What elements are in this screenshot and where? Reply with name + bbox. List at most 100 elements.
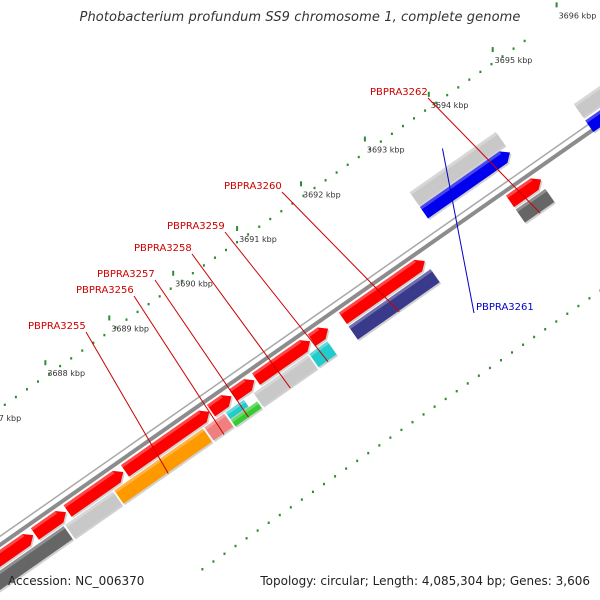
feature-highlight xyxy=(0,533,25,554)
feature-highlight xyxy=(515,188,547,212)
cds-red-2 xyxy=(30,510,68,542)
tick-dot xyxy=(444,397,447,401)
leader-line xyxy=(281,191,400,313)
tick-dot xyxy=(356,459,359,463)
feature-highlight xyxy=(229,379,246,392)
tick-dot xyxy=(245,537,248,540)
cds-blue-right xyxy=(585,110,600,134)
gene-label-text: PBPRA3257 xyxy=(97,269,155,280)
feature-body xyxy=(0,533,34,567)
leader-line xyxy=(85,331,169,474)
scale-tick-label: 3691 kbp xyxy=(239,235,277,244)
tick-dot xyxy=(533,335,536,339)
tick-dot xyxy=(280,210,283,213)
tick-dot xyxy=(59,364,62,368)
cds-navy-pbpra3260 xyxy=(348,269,442,342)
gene-label-text: PBPRA3256 xyxy=(76,285,134,296)
feature-highlight xyxy=(63,470,115,508)
tick-dot xyxy=(302,194,305,197)
feature-body xyxy=(65,491,122,539)
tick-dot xyxy=(512,47,515,50)
scale-tick-label: 3694 kbp xyxy=(431,101,469,110)
feature-body xyxy=(114,428,212,504)
tick-dot xyxy=(457,86,460,89)
tick-dot xyxy=(180,279,183,283)
feature-body xyxy=(307,327,329,346)
cds-red-7 xyxy=(251,340,312,387)
feature-highlight xyxy=(114,428,205,493)
tick-dot xyxy=(289,506,292,509)
feature-body xyxy=(419,151,510,219)
tick-dot xyxy=(490,62,493,66)
tick-dot xyxy=(324,179,327,182)
cds-red-1 xyxy=(0,533,35,570)
tick-dot xyxy=(501,55,504,58)
feature-highlight xyxy=(307,327,320,337)
tick-dot xyxy=(455,389,458,393)
scale-tick-label: 3690 kbp xyxy=(175,280,213,289)
tick-dot xyxy=(70,357,73,360)
tick-dot xyxy=(191,271,194,275)
gene-label-pbpra3262: PBPRA3262 xyxy=(370,87,541,214)
tick-dot xyxy=(577,304,580,308)
feature-highlight xyxy=(573,85,600,107)
tick-dot xyxy=(81,349,84,352)
feature-body xyxy=(309,341,337,368)
feature-body xyxy=(229,379,255,401)
scale-tick xyxy=(491,47,494,53)
tick-dot xyxy=(37,380,40,383)
tick-dot xyxy=(334,475,337,478)
feature-body xyxy=(251,340,311,385)
scale-tick-label: 3695 kbp xyxy=(495,56,533,65)
scale-tick-label: 3687 kbp xyxy=(0,414,21,423)
backbone-line-inner xyxy=(0,115,600,538)
tick-dot xyxy=(511,351,514,354)
tick-dot xyxy=(25,388,28,391)
scale-tick-label: 3696 kbp xyxy=(559,11,597,20)
tick-dot xyxy=(367,451,370,455)
cds-red-10 xyxy=(505,178,543,209)
feature-body xyxy=(206,395,232,417)
tick-dot xyxy=(267,521,270,524)
tick-dot xyxy=(424,109,427,112)
scale-tick xyxy=(108,315,111,321)
tick-dot xyxy=(125,318,128,321)
gene-label-pbpra3260: PBPRA3260 xyxy=(224,181,400,313)
feature-body xyxy=(505,178,542,208)
gene-label-text: PBPRA3258 xyxy=(134,243,192,254)
cds-red-4 xyxy=(120,410,211,479)
gene-label-pbpra3258: PBPRA3258 xyxy=(134,243,291,389)
tick-dot xyxy=(389,436,392,439)
feature-body xyxy=(63,470,124,517)
tick-dot xyxy=(311,490,314,494)
tick-dot xyxy=(278,513,281,517)
scale-ruler: 3687 kbp 3688 kbp 3689 kbp 3690 kbp 3691 kbp… xyxy=(0,2,596,423)
feature-body xyxy=(30,510,66,540)
feature-highlight xyxy=(225,399,246,415)
feature-body xyxy=(409,132,505,206)
tick-dot xyxy=(477,374,480,377)
outer-tick-dots xyxy=(201,289,600,571)
feature-highlight xyxy=(409,132,498,195)
feature-highlight xyxy=(338,259,416,316)
scale-tick xyxy=(236,226,239,232)
feature-track xyxy=(0,85,600,593)
accession-text: Accession: NC_006370 xyxy=(8,574,145,588)
cds-grey-reverse-1 xyxy=(409,132,507,207)
tick-dot xyxy=(323,482,326,486)
feature-body xyxy=(585,110,600,133)
tick-dot xyxy=(247,233,250,236)
feature-highlight xyxy=(585,110,600,124)
gene-label-text: PBPRA3262 xyxy=(370,87,428,98)
tick-dot xyxy=(379,140,382,143)
leader-line xyxy=(133,295,225,435)
feature-body xyxy=(225,399,249,420)
gene-label-pbpra3261: PBPRA3261 xyxy=(441,148,534,314)
feature-highlight xyxy=(505,178,533,199)
tick-dot xyxy=(335,171,338,174)
gene-label-text: PBPRA3261 xyxy=(476,302,534,313)
tick-dot xyxy=(48,372,51,376)
tick-dot xyxy=(158,295,161,298)
tick-dot xyxy=(213,256,216,259)
